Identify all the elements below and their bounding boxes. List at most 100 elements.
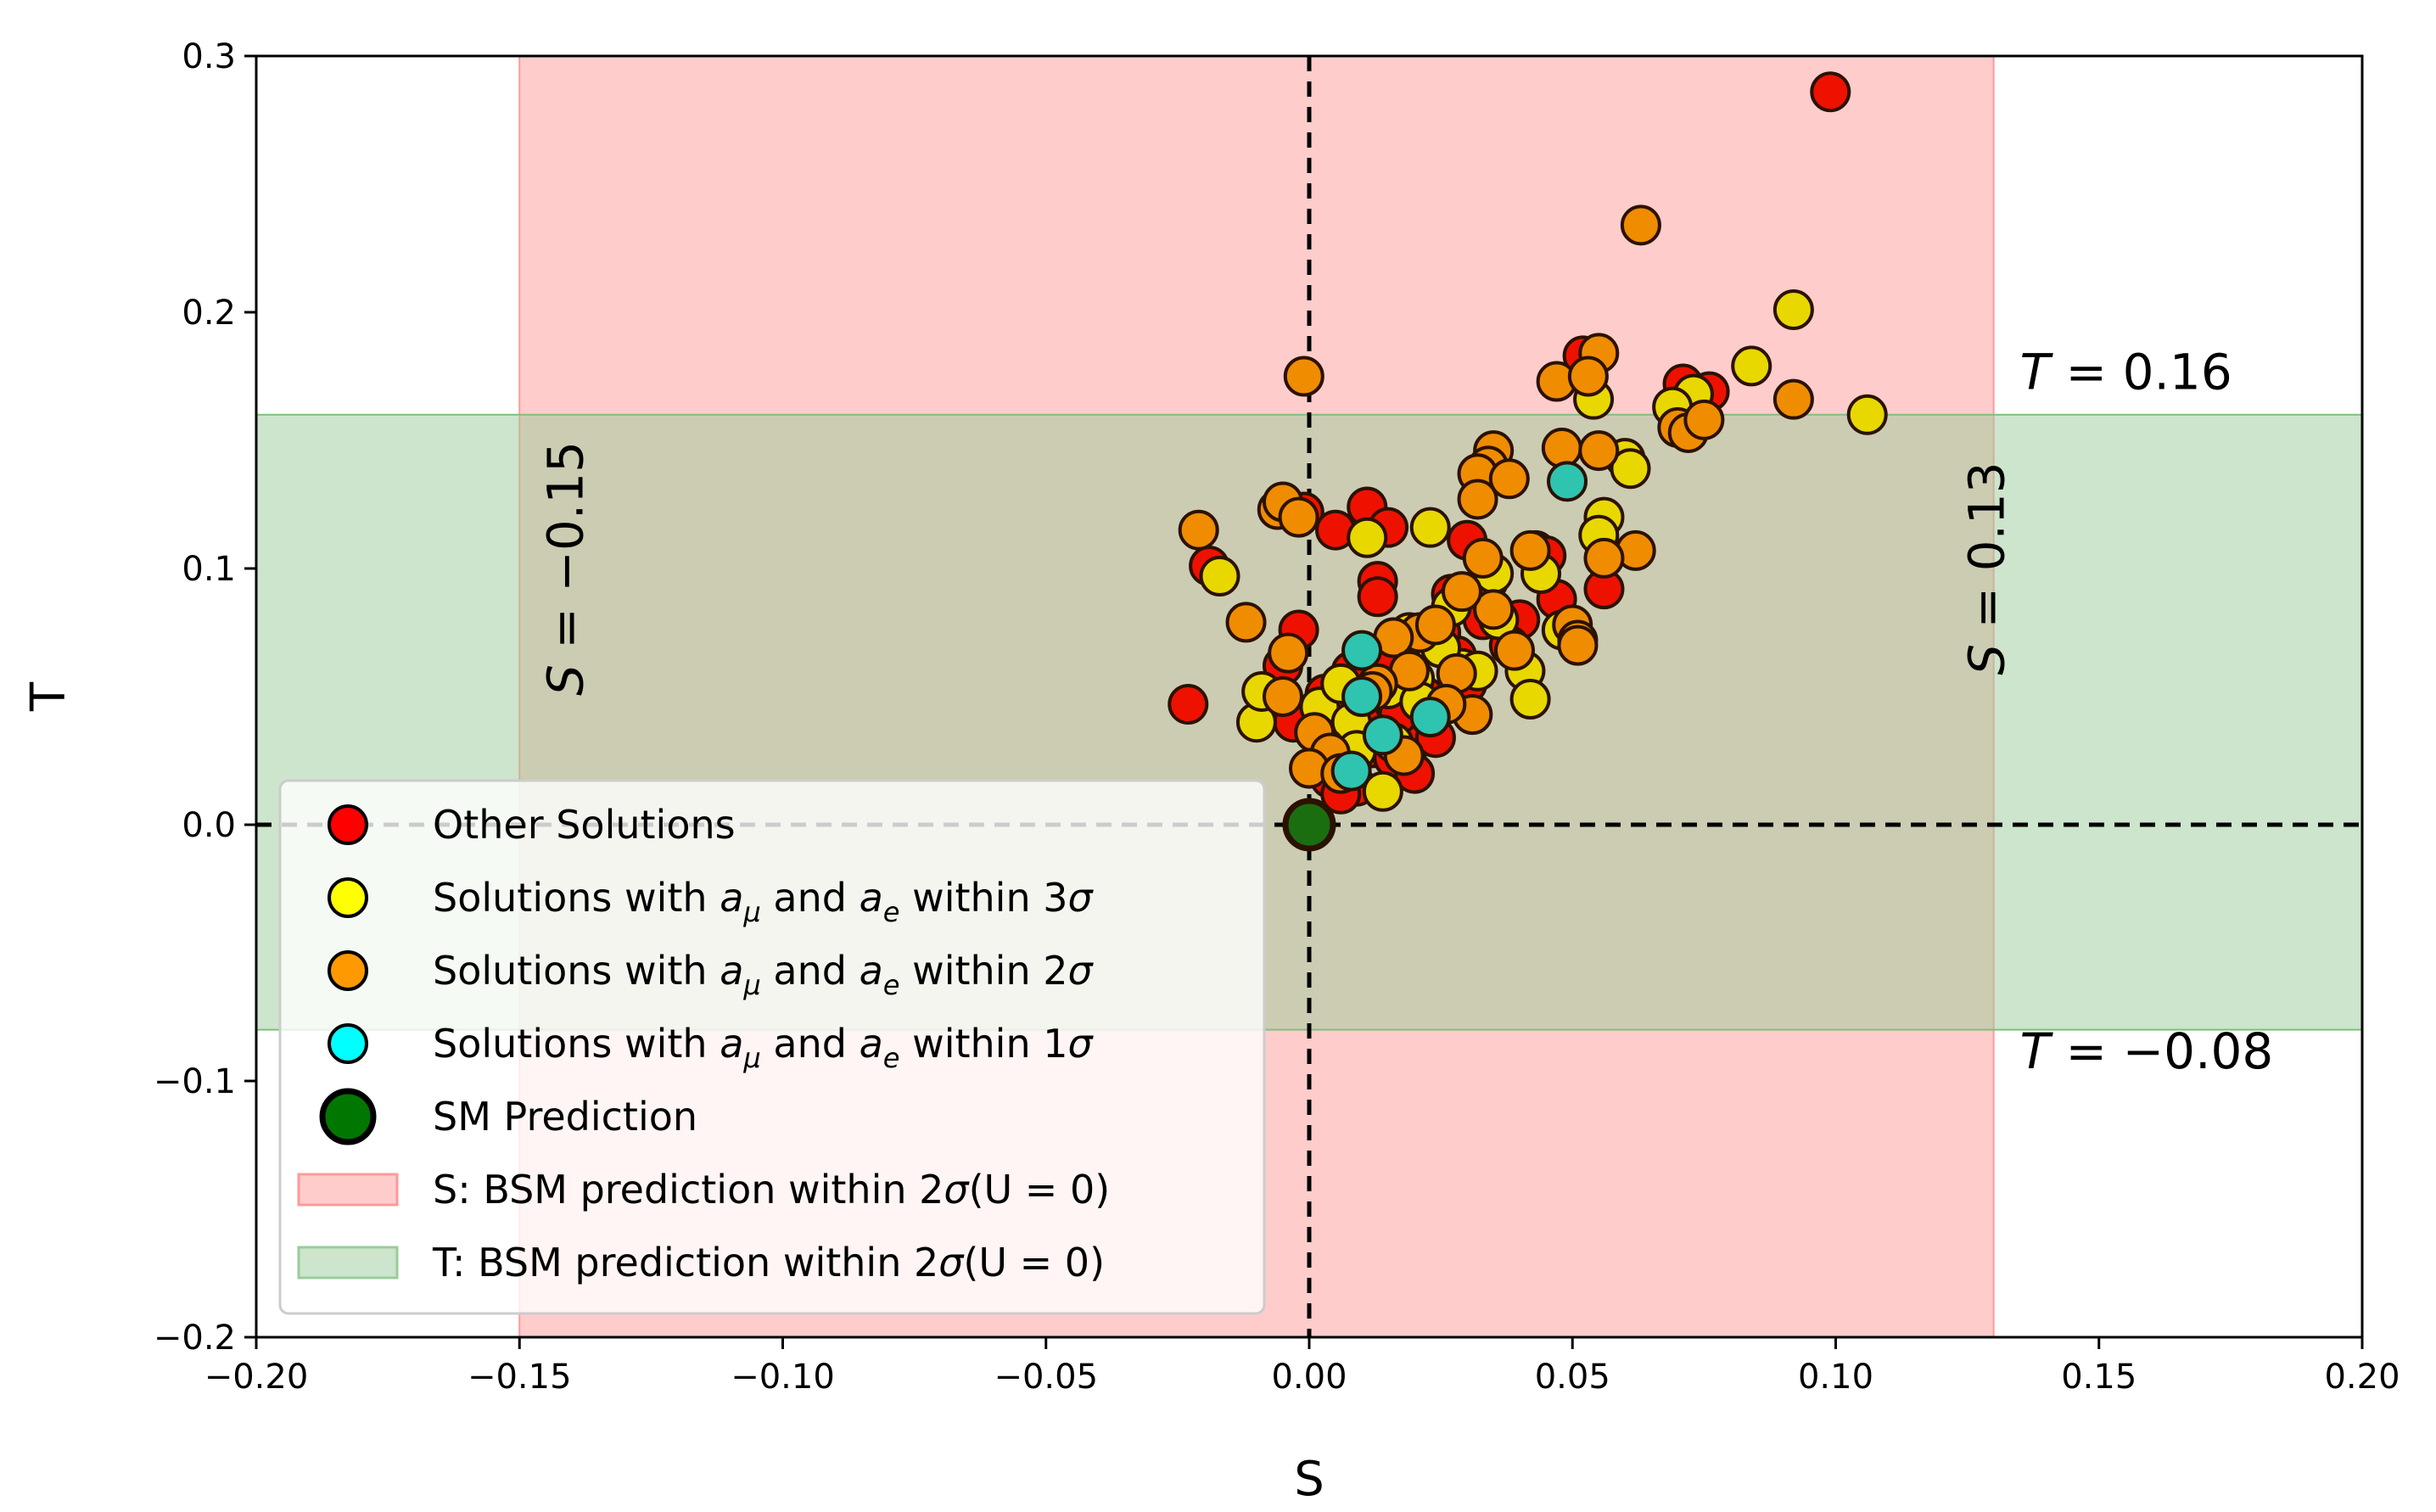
annotation-value: = −0.15 <box>536 441 594 664</box>
data-point <box>1441 571 1482 613</box>
math-a: a <box>860 1021 883 1067</box>
legend-label-4: SM Prediction <box>433 1094 697 1140</box>
legend-marker-0 <box>328 804 368 845</box>
legend-text-part: and <box>761 875 860 921</box>
data-point <box>1473 589 1515 630</box>
legend-label-5: S: BSM prediction within 2σ(U = 0) <box>433 1167 1110 1212</box>
annotation-label: S = 0.13 <box>1958 462 2016 675</box>
legend-text-part: and <box>761 1021 860 1067</box>
data-point <box>1583 537 1625 579</box>
sm-prediction-point <box>1282 798 1336 852</box>
x-tick-label: 0.10 <box>1798 1358 1873 1397</box>
data-point <box>1362 770 1403 812</box>
legend-marker-3 <box>328 1023 368 1064</box>
series-3 <box>1330 461 1588 792</box>
legend-text-part: Solutions with <box>433 875 720 921</box>
plot-area: S = −0.15 S = 0.13T = 0.16T = −0.08 <box>256 56 2362 1337</box>
y-tick-label: 0.1 <box>182 550 236 589</box>
x-tick-label: 0.00 <box>1271 1358 1347 1397</box>
annotation-variable: T <box>2020 1022 2054 1080</box>
data-point <box>1772 378 1814 420</box>
x-tick-label: 0.20 <box>2324 1358 2400 1397</box>
annotation-label: T = −0.08 <box>2020 1022 2274 1080</box>
x-axis-title: S <box>1294 1452 1324 1507</box>
x-tick-label: −0.05 <box>994 1358 1098 1397</box>
data-point <box>1409 697 1451 738</box>
math-a: a <box>720 875 743 921</box>
x-tick-label: 0.15 <box>2061 1358 2136 1397</box>
legend-text-part: within 3 <box>899 875 1067 921</box>
legend-text-part: Other Solutions <box>433 802 736 848</box>
data-point <box>1347 517 1388 558</box>
data-point <box>1772 288 1814 330</box>
data-point <box>1509 679 1551 720</box>
legend-patch-5 <box>297 1173 399 1207</box>
data-point <box>1341 676 1383 717</box>
data-point <box>1262 676 1303 717</box>
legend-text-part: S: BSM prediction within 2 <box>433 1167 944 1212</box>
data-point <box>1610 448 1651 490</box>
data-point <box>1409 507 1451 548</box>
annotation-label: S = −0.15 <box>536 441 594 696</box>
data-point <box>1362 714 1403 756</box>
data-point <box>1278 496 1319 538</box>
legend: Other Solutions Solutions with aμ and ae … <box>278 779 1266 1315</box>
data-point <box>1268 632 1309 674</box>
sigma-symbol: σ <box>1068 948 1095 994</box>
data-point <box>1509 529 1551 571</box>
legend-text-part: and <box>761 948 860 994</box>
annotation-variable: S <box>536 664 594 696</box>
data-point <box>1168 684 1209 725</box>
data-point <box>1414 604 1456 646</box>
x-tick-label: −0.20 <box>204 1358 309 1397</box>
legend-label-2: Solutions with aμ and ae within 2σ <box>433 948 1095 1001</box>
legend-label-1: Solutions with aμ and ae within 3σ <box>433 875 1095 928</box>
sigma-symbol: σ <box>938 1240 965 1285</box>
data-point <box>1178 509 1219 551</box>
annotation-variable: T <box>2020 344 2054 401</box>
data-point <box>1225 602 1267 643</box>
data-point <box>1493 630 1535 671</box>
data-point <box>1620 204 1661 246</box>
annotation-label: T = 0.16 <box>2020 344 2232 401</box>
annotation-value: = 0.13 <box>1958 462 2016 644</box>
annotation-value: = 0.16 <box>2050 344 2232 401</box>
sigma-symbol: σ <box>1068 1021 1095 1067</box>
data-point <box>1457 479 1498 520</box>
data-point <box>1199 556 1240 597</box>
subscript-mu: μ <box>742 969 760 1001</box>
math-a: a <box>720 1021 743 1067</box>
legend-condition: (U = 0) <box>969 1167 1111 1212</box>
legend-marker-2 <box>328 950 368 991</box>
subscript-mu: μ <box>742 896 760 928</box>
series-4 <box>1282 798 1336 852</box>
legend-text-part: Solutions with <box>433 1021 720 1067</box>
legend-condition: (U = 0) <box>963 1240 1105 1285</box>
y-tick-label: −0.1 <box>154 1062 236 1101</box>
annotation-variable: S <box>1958 644 2016 675</box>
subscript-e: e <box>883 969 900 1001</box>
y-tick-label: −0.2 <box>154 1319 236 1358</box>
legend-label-3: Solutions with aμ and ae within 1σ <box>433 1021 1095 1074</box>
legend-text-part: T: BSM prediction within 2 <box>432 1240 938 1285</box>
data-point <box>1557 624 1599 666</box>
legend-patch-6 <box>297 1246 399 1280</box>
legend-text-part: Solutions with <box>433 948 720 994</box>
data-point <box>1578 430 1620 472</box>
data-point <box>1357 576 1398 618</box>
legend-label-6: T: BSM prediction within 2σ(U = 0) <box>432 1240 1105 1285</box>
legend-marker-1 <box>328 877 368 918</box>
data-point <box>1547 461 1588 502</box>
subscript-mu: μ <box>742 1042 760 1074</box>
data-point <box>1541 428 1582 469</box>
y-tick-label: 0.2 <box>182 294 236 333</box>
x-tick-label: −0.10 <box>731 1358 835 1397</box>
y-axis-title: T <box>21 681 76 712</box>
data-point <box>1488 458 1530 500</box>
data-point <box>1283 356 1324 397</box>
annotation-value: = −0.08 <box>2050 1022 2273 1080</box>
data-point <box>1462 537 1504 579</box>
legend-label-0: Other Solutions <box>433 802 736 848</box>
math-a: a <box>720 948 743 994</box>
